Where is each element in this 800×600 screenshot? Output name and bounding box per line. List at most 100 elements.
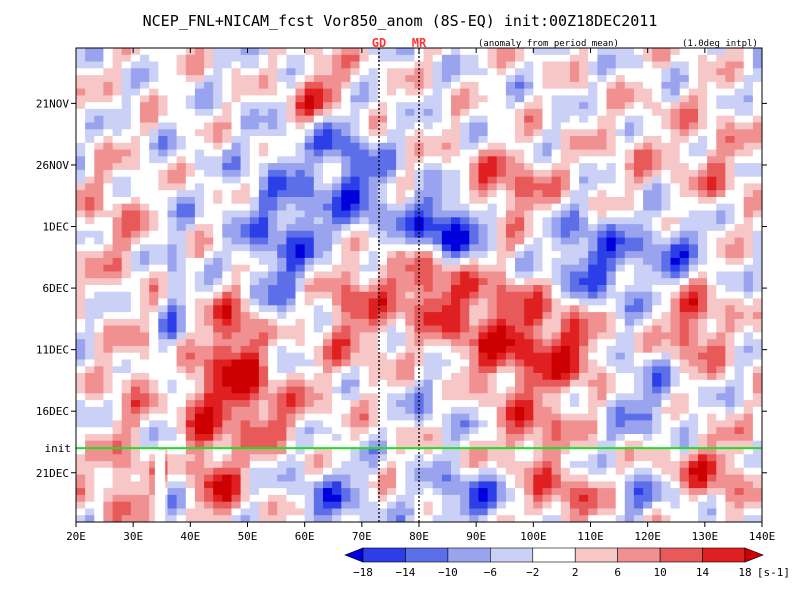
field-cell (94, 224, 104, 232)
field-cell (432, 474, 443, 482)
field-cell (258, 244, 269, 252)
field-cell (460, 461, 470, 469)
field-cell (496, 359, 507, 367)
field-cell (688, 115, 699, 124)
field-cell (103, 488, 114, 496)
field-cell (643, 68, 653, 76)
field-cell (167, 54, 178, 63)
field-cell (249, 183, 260, 191)
field-cell (304, 102, 315, 110)
field-cell (332, 501, 342, 510)
field-cell (286, 230, 297, 239)
field-cell (615, 54, 626, 63)
field-cell (295, 48, 306, 56)
field-cell (277, 183, 287, 191)
field-cell (542, 278, 553, 286)
field-cell (140, 481, 150, 489)
field-cell (176, 142, 187, 151)
field-cell (643, 122, 653, 130)
field-cell (387, 427, 397, 435)
field-cell (112, 413, 123, 422)
field-cell (286, 237, 297, 245)
field-cell (606, 278, 617, 286)
field-cell (405, 393, 415, 401)
field-cell (624, 197, 635, 205)
field-cell (158, 163, 168, 171)
field-cell (496, 244, 507, 252)
field-cell (707, 278, 717, 286)
field-cell (249, 169, 260, 178)
field-cell (597, 68, 608, 76)
field-cell (286, 88, 297, 96)
field-cell (222, 366, 232, 374)
field-cell (661, 386, 672, 394)
field-cell (231, 244, 242, 252)
field-cell (277, 366, 287, 374)
field-cell (524, 244, 534, 252)
field-cell (341, 251, 351, 259)
field-cell (194, 176, 205, 185)
field-cell (515, 325, 525, 333)
field-cell (615, 393, 626, 401)
field-cell (432, 251, 443, 259)
field-cell (505, 366, 516, 374)
field-cell (295, 413, 306, 422)
field-cell (231, 142, 242, 151)
field-cell (633, 440, 644, 449)
field-cell (213, 427, 223, 435)
field-cell (167, 508, 178, 516)
field-cell (140, 122, 150, 130)
field-cell (496, 75, 507, 83)
field-cell (569, 237, 580, 245)
field-cell (249, 230, 260, 239)
field-cell (405, 325, 415, 333)
field-cell (295, 406, 306, 415)
field-cell (103, 102, 114, 110)
field-cell (213, 494, 223, 503)
field-cell (194, 257, 205, 266)
field-cell (295, 494, 306, 503)
field-cell (231, 278, 242, 286)
field-cell (524, 54, 534, 63)
field-cell (286, 251, 297, 259)
field-cell (332, 156, 342, 164)
field-cell (313, 359, 324, 367)
field-cell (432, 278, 443, 286)
field-cell (451, 176, 461, 185)
field-cell (368, 386, 379, 394)
field-cell (515, 298, 525, 306)
field-cell (679, 488, 690, 496)
field-cell (194, 237, 205, 245)
field-cell (158, 312, 168, 320)
field-cell (505, 163, 516, 171)
field-cell (560, 366, 571, 374)
field-cell (652, 136, 662, 144)
field-cell (469, 88, 479, 96)
field-cell (716, 54, 726, 63)
field-cell (624, 136, 635, 144)
field-cell (103, 522, 113, 529)
field-cell (515, 420, 525, 428)
field-cell (158, 203, 168, 212)
field-cell (405, 474, 415, 482)
field-cell (94, 291, 104, 300)
field-cell (451, 393, 461, 401)
field-cell (487, 115, 498, 124)
field-cell (204, 400, 214, 408)
field-cell (176, 454, 187, 462)
field-cell (615, 312, 626, 320)
field-cell (716, 169, 726, 178)
field-cell (624, 312, 635, 320)
field-cell (441, 176, 452, 185)
field-cell (167, 515, 178, 522)
field-cell (249, 413, 260, 422)
field-cell (313, 474, 324, 482)
field-cell (615, 332, 626, 340)
field-cell (341, 224, 351, 232)
field-cell (341, 352, 351, 361)
field-cell (588, 68, 598, 76)
field-cell (707, 203, 717, 212)
field-cell (496, 183, 507, 191)
field-cell (277, 488, 287, 496)
field-cell (341, 434, 351, 442)
